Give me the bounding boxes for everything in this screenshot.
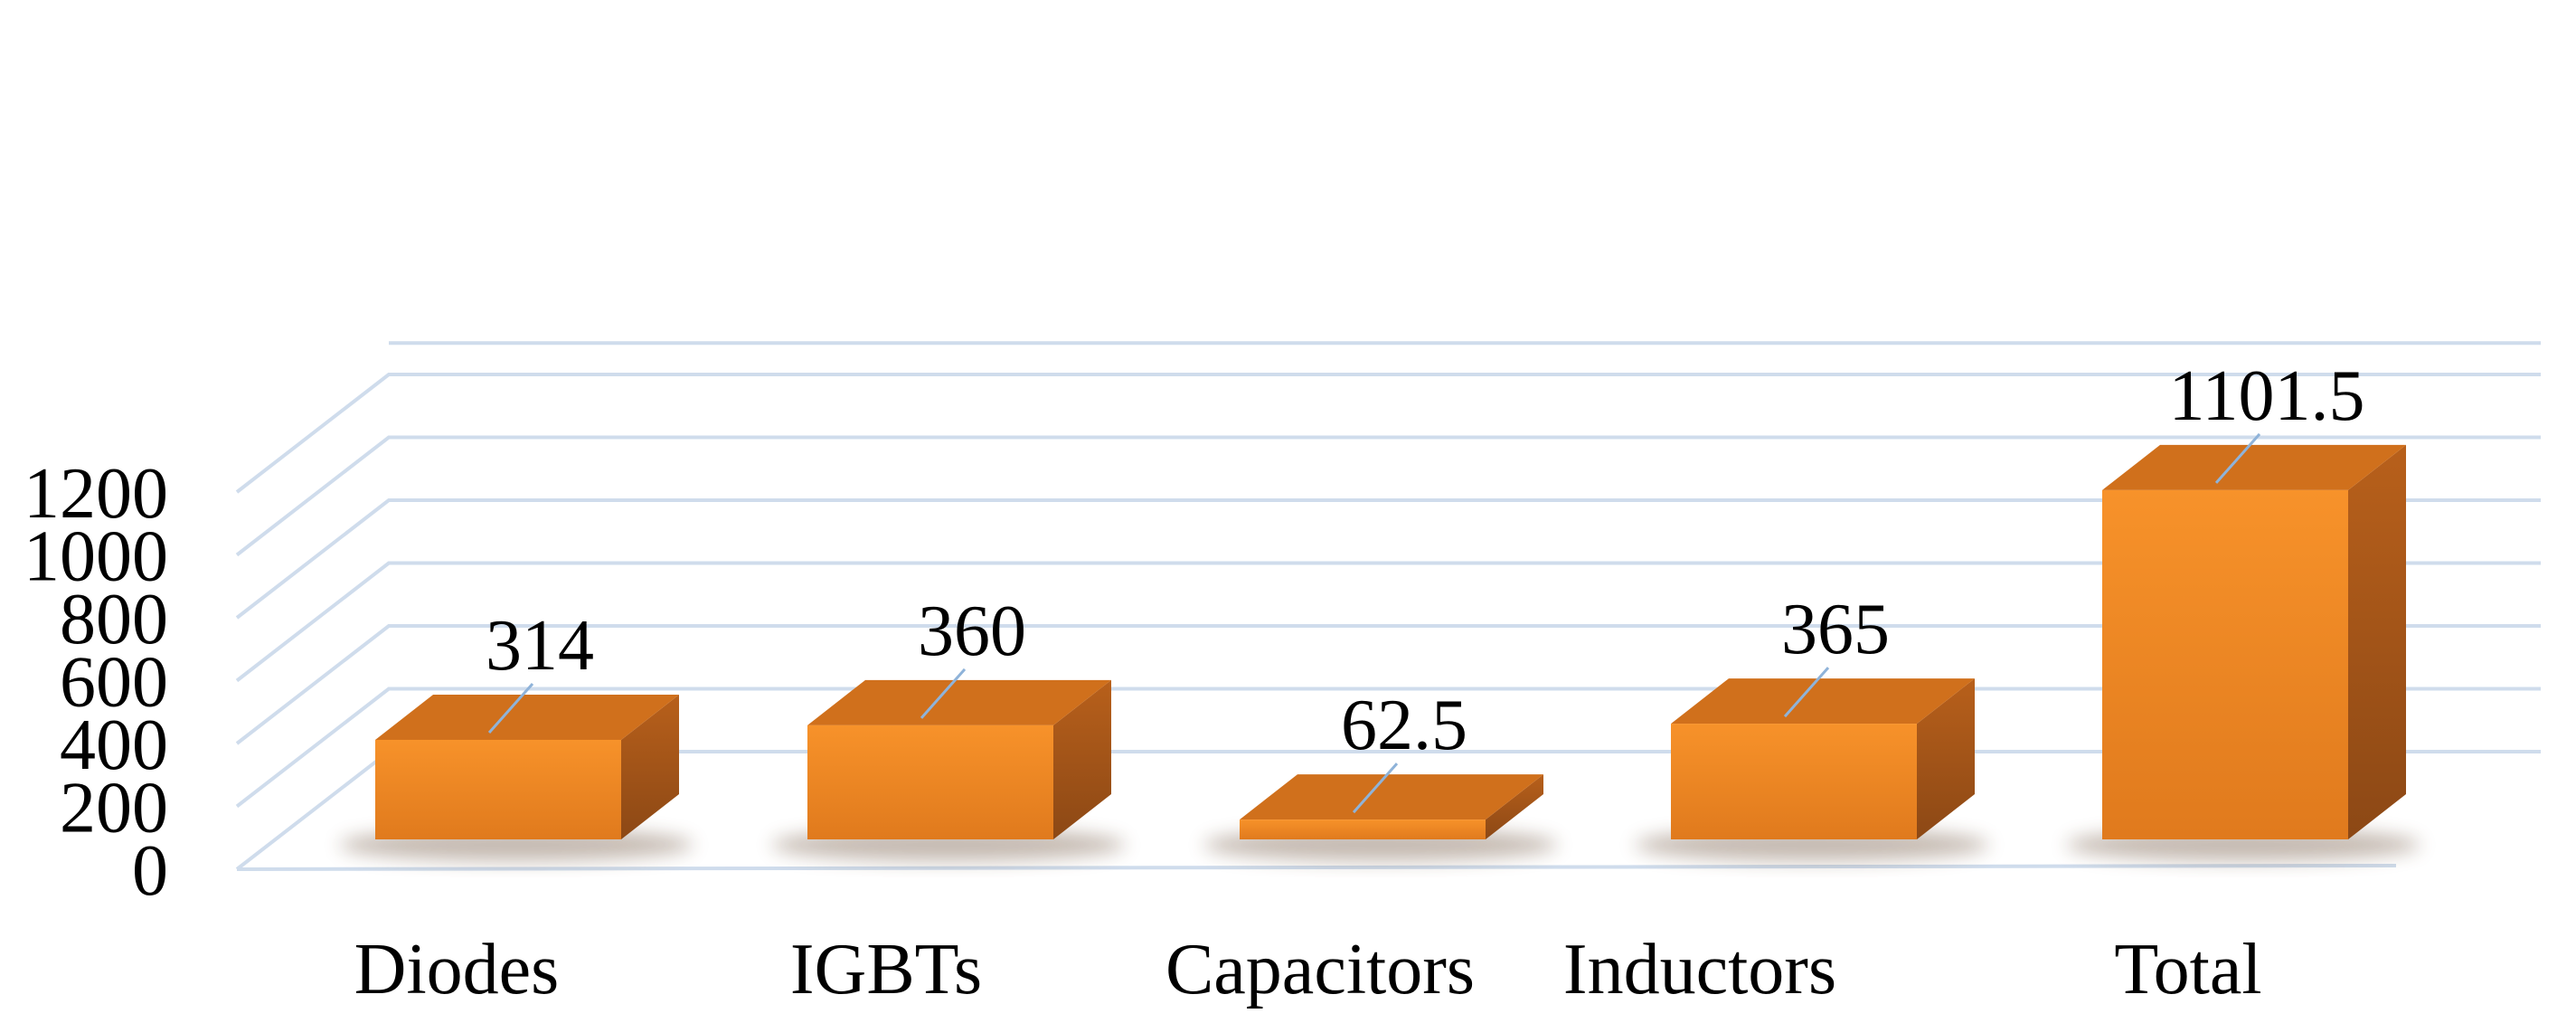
data-labels: 314 360 62.5 365 1101.5	[486, 356, 2365, 814]
bar	[1635, 678, 1989, 861]
gridline	[235, 373, 2541, 494]
data-label: 360	[918, 592, 1026, 671]
data-label: 1101.5	[2168, 356, 2364, 436]
x-category-label: Diodes	[354, 930, 560, 1009]
x-category-label: Total	[2114, 930, 2261, 1009]
bar-side	[2348, 444, 2406, 839]
data-label-leader	[920, 668, 967, 719]
y-tick-label: 0	[132, 831, 168, 911]
bar-top	[375, 694, 679, 740]
x-category-label: Capacitors	[1165, 930, 1475, 1009]
bar-top	[807, 679, 1111, 725]
y-tick-label: 1200	[24, 454, 168, 534]
data-label-leader	[487, 682, 534, 734]
gridline	[235, 435, 2541, 557]
y-tick-label: 200	[60, 769, 168, 848]
data-label: 314	[486, 606, 594, 686]
bar-top	[1240, 774, 1543, 820]
bar-front	[375, 739, 621, 839]
gridline	[235, 561, 2541, 683]
data-label: 62.5	[1341, 686, 1467, 765]
gridline	[235, 498, 2541, 620]
grid-layer	[235, 341, 2541, 871]
bar-side	[621, 694, 679, 839]
data-label-leader	[2214, 432, 2261, 484]
y-tick-label: 1000	[24, 517, 168, 597]
bar-top	[1671, 678, 1975, 725]
gridline	[235, 624, 2541, 745]
bars	[339, 444, 2420, 861]
data-label-leader	[1352, 763, 1399, 814]
bar-front	[2102, 489, 2348, 839]
bar	[1203, 774, 1558, 861]
bar-front	[807, 725, 1053, 839]
y-tick-label: 400	[60, 706, 168, 785]
data-label: 365	[1781, 590, 1890, 669]
x-category-label: IGBTs	[790, 930, 982, 1009]
x-axis-categories: Diodes IGBTs Capacitors Inductors Total	[354, 930, 2262, 1009]
y-tick-label: 800	[60, 580, 168, 659]
bar	[2066, 444, 2420, 861]
bar-front	[1671, 724, 1917, 839]
x-category-label: Inductors	[1563, 930, 1836, 1009]
bar	[339, 694, 694, 861]
bar-top	[2102, 444, 2406, 490]
bar-side	[1053, 679, 1111, 839]
bar-side	[1486, 774, 1543, 839]
bar-front	[1240, 819, 1486, 839]
y-tick-label: 600	[60, 643, 168, 723]
data-label-leader	[1783, 667, 1830, 718]
bar-side	[1917, 678, 1975, 839]
bar	[771, 679, 1126, 861]
